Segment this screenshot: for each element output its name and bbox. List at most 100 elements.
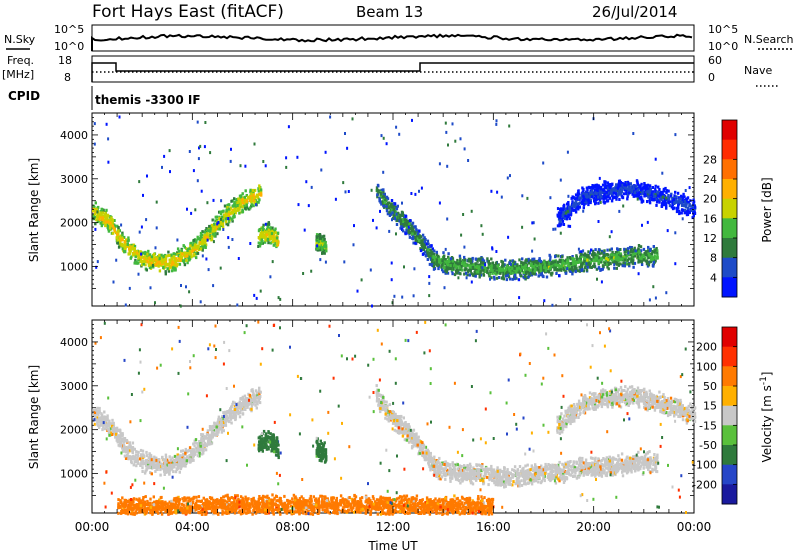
- echo-cell: [268, 230, 272, 234]
- echo-cell: [265, 227, 269, 231]
- echo-cell: [255, 200, 258, 204]
- echo-cell: [646, 187, 650, 191]
- echo-cell: [428, 255, 431, 259]
- echo-cell: [585, 262, 588, 266]
- echo-cell: [164, 463, 167, 466]
- echo-cell: [270, 232, 274, 236]
- echo-cell: [606, 253, 610, 257]
- echo-cell: [210, 442, 213, 446]
- echo-cell: [107, 160, 110, 164]
- echo-cell: [518, 296, 521, 300]
- echo-cell: [691, 204, 694, 208]
- echo-cell: [395, 212, 398, 216]
- echo-cell: [274, 227, 277, 231]
- echo-cell: [386, 197, 390, 201]
- echo-cell: [160, 263, 163, 267]
- echo-cell: [615, 266, 618, 270]
- echo-cell: [316, 240, 319, 244]
- echo-cell: [212, 232, 215, 236]
- echo-cell: [473, 271, 476, 275]
- echo-cell: [633, 254, 636, 258]
- echo-cell: [258, 392, 261, 396]
- echo-cell: [399, 226, 402, 230]
- echo-cell: [263, 240, 267, 244]
- echo-cell: [480, 268, 484, 272]
- echo-cell: [122, 448, 125, 452]
- echo-cell: [220, 420, 223, 424]
- echo-cell: [346, 146, 349, 150]
- echo-cell: [598, 252, 601, 256]
- echo-cell: [613, 260, 616, 264]
- echo-cell: [250, 388, 253, 392]
- echo-cell: [619, 248, 622, 251]
- echo-cell: [148, 256, 151, 260]
- echo-cell: [537, 274, 540, 278]
- echo-cell: [266, 225, 270, 229]
- echo-cell: [232, 400, 235, 404]
- echo-cell: [319, 234, 322, 238]
- echo-cell: [589, 189, 592, 193]
- echo-cell: [501, 260, 505, 264]
- echo-cell: [437, 258, 441, 262]
- echo-cell: [554, 263, 557, 267]
- echo-cell: [636, 253, 639, 256]
- echo-cell: [406, 229, 409, 232]
- echo-cell: [569, 212, 573, 216]
- echo-cell: [107, 220, 110, 224]
- echo-cell: [650, 258, 653, 261]
- echo-cell: [402, 220, 405, 223]
- echo-cell: [574, 263, 578, 267]
- echo-cell: [607, 263, 610, 266]
- echo-cell: [370, 188, 373, 192]
- echo-cell: [655, 200, 659, 204]
- echo-cell: [151, 459, 154, 463]
- echo-cell: [678, 200, 682, 204]
- echo-cell: [408, 227, 411, 231]
- echo-cell: [216, 220, 219, 223]
- echo-cell: [257, 245, 260, 248]
- echo-cell: [463, 258, 467, 262]
- echo-cell: [481, 258, 484, 262]
- echo-cell: [593, 265, 596, 268]
- echo-cell: [660, 198, 663, 202]
- echo-cell: [570, 206, 574, 210]
- echo-cell: [246, 405, 249, 409]
- echo-cell: [113, 229, 116, 233]
- echo-cell: [168, 261, 172, 265]
- echo-cell: [151, 264, 154, 267]
- echo-cell: [539, 273, 542, 277]
- echo-cell: [141, 449, 145, 453]
- echo-cell: [111, 433, 114, 436]
- echo-cell: [586, 263, 589, 267]
- echo-cell: [640, 254, 644, 258]
- echo-cell: [466, 273, 469, 277]
- echo-cell: [555, 272, 558, 275]
- echo-cell: [96, 213, 100, 216]
- echo-cell: [693, 205, 697, 209]
- echo-cell: [236, 201, 239, 205]
- echo-cell: [167, 250, 170, 254]
- echo-cell: [155, 226, 158, 230]
- freq-tick-top: 18: [58, 54, 72, 67]
- echo-cell: [632, 184, 635, 188]
- echo-cell: [522, 266, 525, 270]
- echo-cell: [250, 200, 253, 204]
- echo-cell: [631, 253, 635, 256]
- echo-cell: [254, 196, 257, 200]
- echo-cell: [148, 263, 151, 267]
- echo-cell: [478, 273, 481, 277]
- echo-cell: [655, 195, 658, 199]
- echo-cell: [434, 256, 438, 260]
- echo-cell: [623, 253, 627, 257]
- echo-cell: [442, 256, 445, 260]
- echo-cell: [679, 197, 682, 201]
- echo-cell: [572, 201, 576, 205]
- echo-cell: [649, 187, 652, 191]
- echo-cell: [399, 222, 402, 226]
- echo-cell: [114, 430, 117, 434]
- echo-cell: [558, 222, 561, 226]
- echo-cell: [401, 211, 404, 215]
- echo-cell: [585, 268, 589, 272]
- echo-cell: [244, 189, 247, 193]
- echo-cell: [218, 225, 221, 229]
